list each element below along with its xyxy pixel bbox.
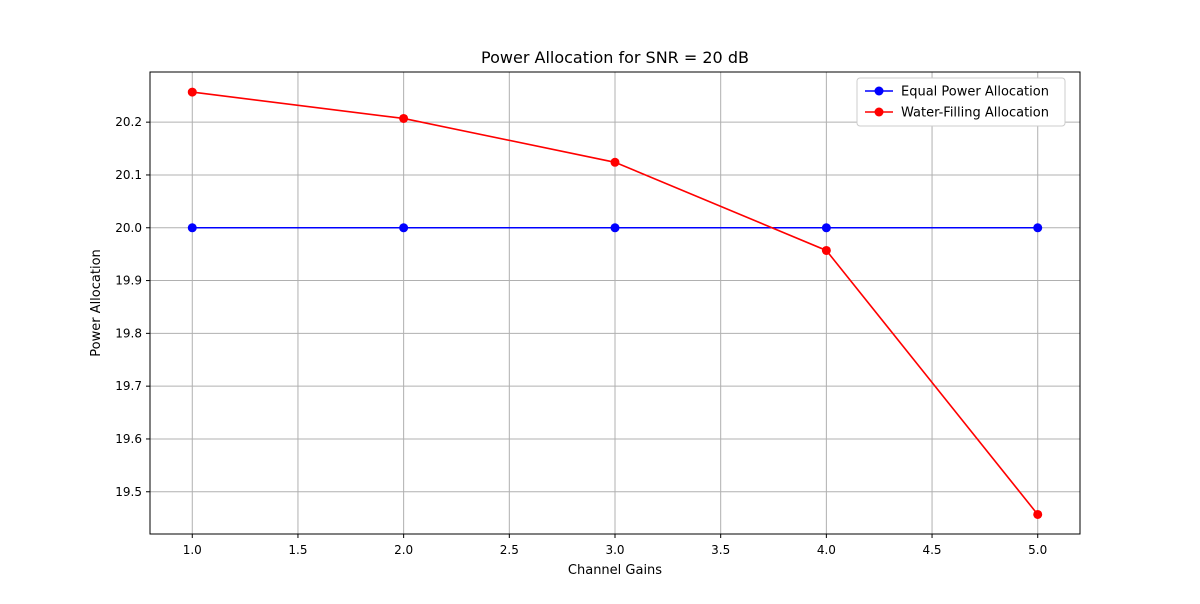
y-tick-label: 19.9 [115,274,142,288]
y-tick-label: 19.7 [115,379,142,393]
data-point [610,223,620,233]
grid [150,72,1080,534]
legend-swatch-marker [874,107,884,117]
data-point [821,245,831,255]
x-tick-label: 2.5 [500,543,519,557]
series-2 [187,87,1043,519]
legend-label: Equal Power Allocation [901,85,1049,100]
x-tick-label: 4.5 [922,543,941,557]
chart-title: Power Allocation for SNR = 20 dB [481,48,749,67]
x-tick-label: 5.0 [1028,543,1047,557]
y-tick-label: 19.6 [115,432,142,446]
y-tick-label: 19.8 [115,326,142,340]
x-tick-label: 1.0 [183,543,202,557]
data-point [610,157,620,167]
legend-box [856,77,1066,127]
y-tick-label: 19.5 [115,485,142,499]
y-axis-label: Power Allocation [89,249,104,357]
x-tick-label: 1.5 [288,543,307,557]
data-point [399,223,409,233]
data-point [399,113,409,123]
y-tick-label: 20.1 [115,168,142,182]
legend: Equal Power Allocation Water-Filling Allo… [856,77,1066,127]
x-tick-label: 3.5 [711,543,730,557]
series-layer [187,87,1043,519]
data-point [187,223,197,233]
legend-label: Water-Filling Allocation [901,106,1049,121]
axis-ticks: 1.0 1.5 2.0 2.5 3.0 3.5 4.0 4.5 5.0 19.5 19.6 19.7 1… [115,115,1047,557]
data-point [1033,509,1043,519]
data-point [187,87,197,97]
x-tick-label: 3.0 [605,543,624,557]
x-axis-label: Channel Gains [568,563,662,578]
data-point [1033,223,1043,233]
series-1 [187,223,1043,233]
y-tick-label: 20.2 [115,115,142,129]
legend-item: Water-Filling Allocation [865,106,1049,121]
legend-item: Equal Power Allocation [865,85,1049,100]
y-tick-label: 20.0 [115,221,142,235]
x-tick-label: 2.0 [394,543,413,557]
x-tick-label: 4.0 [817,543,836,557]
legend-swatch-marker [874,86,884,96]
data-point [821,223,831,233]
